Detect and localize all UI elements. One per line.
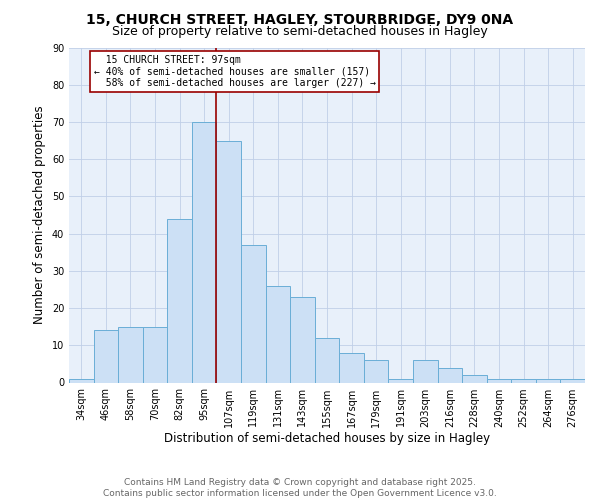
Bar xyxy=(118,326,143,382)
Bar xyxy=(511,379,536,382)
Bar xyxy=(560,379,585,382)
Y-axis label: Number of semi-detached properties: Number of semi-detached properties xyxy=(33,106,46,324)
Bar xyxy=(339,352,364,382)
Bar xyxy=(290,297,315,382)
Bar xyxy=(94,330,118,382)
X-axis label: Distribution of semi-detached houses by size in Hagley: Distribution of semi-detached houses by … xyxy=(164,432,490,446)
Text: Size of property relative to semi-detached houses in Hagley: Size of property relative to semi-detach… xyxy=(112,25,488,38)
Bar xyxy=(69,379,94,382)
Bar xyxy=(315,338,339,382)
Bar xyxy=(536,379,560,382)
Bar xyxy=(266,286,290,382)
Bar xyxy=(487,379,511,382)
Bar xyxy=(192,122,217,382)
Bar xyxy=(217,140,241,382)
Bar xyxy=(462,375,487,382)
Bar xyxy=(167,218,192,382)
Bar xyxy=(241,245,266,382)
Bar xyxy=(388,379,413,382)
Bar xyxy=(143,326,167,382)
Text: 15, CHURCH STREET, HAGLEY, STOURBRIDGE, DY9 0NA: 15, CHURCH STREET, HAGLEY, STOURBRIDGE, … xyxy=(86,12,514,26)
Text: Contains HM Land Registry data © Crown copyright and database right 2025.
Contai: Contains HM Land Registry data © Crown c… xyxy=(103,478,497,498)
Bar xyxy=(413,360,437,382)
Bar xyxy=(437,368,462,382)
Bar xyxy=(364,360,388,382)
Text: 15 CHURCH STREET: 97sqm
← 40% of semi-detached houses are smaller (157)
  58% of: 15 CHURCH STREET: 97sqm ← 40% of semi-de… xyxy=(94,55,376,88)
